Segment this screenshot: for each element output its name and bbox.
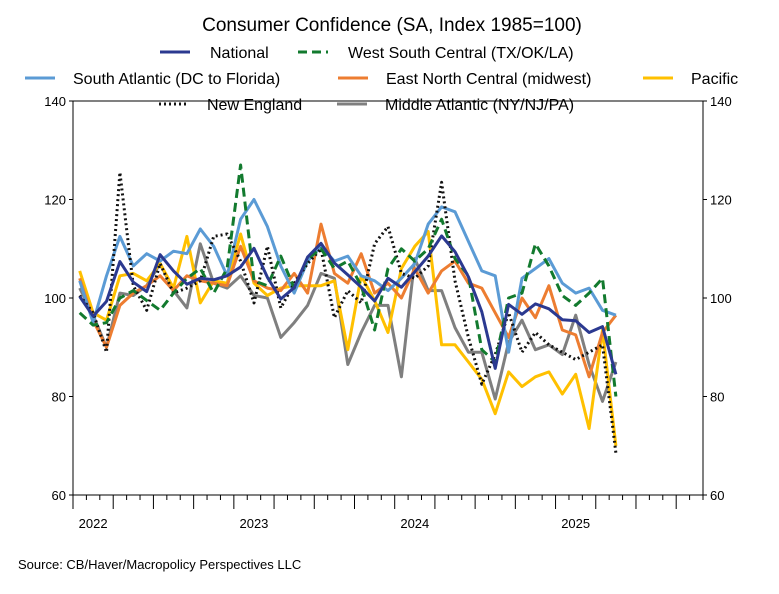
y-tick-label-right: 60 — [710, 488, 724, 503]
series-line-pacific — [78, 230, 618, 446]
legend-label-middle-atlantic-ny-nj-pa: Middle Atlantic (NY/NJ/PA) — [385, 97, 574, 114]
y-tick-label-right: 100 — [710, 291, 732, 306]
legend-label-pacific: Pacific — [691, 71, 738, 88]
legend-label-west-south-central-tx-ok-la: West South Central (TX/OK/LA) — [348, 45, 574, 62]
source-note: Source: CB/Haver/Macropolicy Perspective… — [18, 557, 301, 572]
legend-label-new-england: New England — [207, 97, 302, 114]
x-year-label: 2023 — [239, 516, 268, 531]
x-year-label: 2022 — [79, 516, 108, 531]
series-line-east-north-central-midwest — [78, 222, 618, 379]
y-tick-label-right: 80 — [710, 390, 724, 405]
legend-label-south-atlantic-dc-to-florida: South Atlantic (DC to Florida) — [73, 71, 280, 88]
y-tick-label-right: 140 — [710, 94, 732, 109]
y-tick-label-left: 80 — [52, 390, 66, 405]
y-tick-label-right: 120 — [710, 193, 732, 208]
series-layer — [78, 163, 618, 454]
x-axis: 2022 2023 2024 2025 — [72, 495, 704, 531]
chart-title: Consumer Confidence (SA, Index 1985=100) — [202, 15, 582, 36]
legend-label-national: National — [210, 45, 269, 62]
y-tick-label-left: 60 — [52, 488, 66, 503]
y-tick-label-left: 120 — [44, 193, 66, 208]
legend-label-east-north-central-midwest: East North Central (midwest) — [386, 71, 591, 88]
y-axis-left: 60 80 100 120 140 — [44, 94, 73, 503]
plot-area-frame — [72, 100, 704, 496]
legend: National West South Central (TX/OK/LA) Sou… — [25, 45, 738, 114]
x-year-label: 2025 — [561, 516, 590, 531]
series-line-national — [78, 234, 618, 375]
series-line-west-south-central-tx-ok-la — [78, 163, 618, 397]
y-tick-label-left: 140 — [44, 94, 66, 109]
y-tick-label-left: 100 — [44, 291, 66, 306]
y-axis-right: 60 80 100 120 140 — [703, 94, 732, 503]
x-year-label: 2024 — [400, 516, 429, 531]
series-line-new-england — [78, 170, 618, 454]
